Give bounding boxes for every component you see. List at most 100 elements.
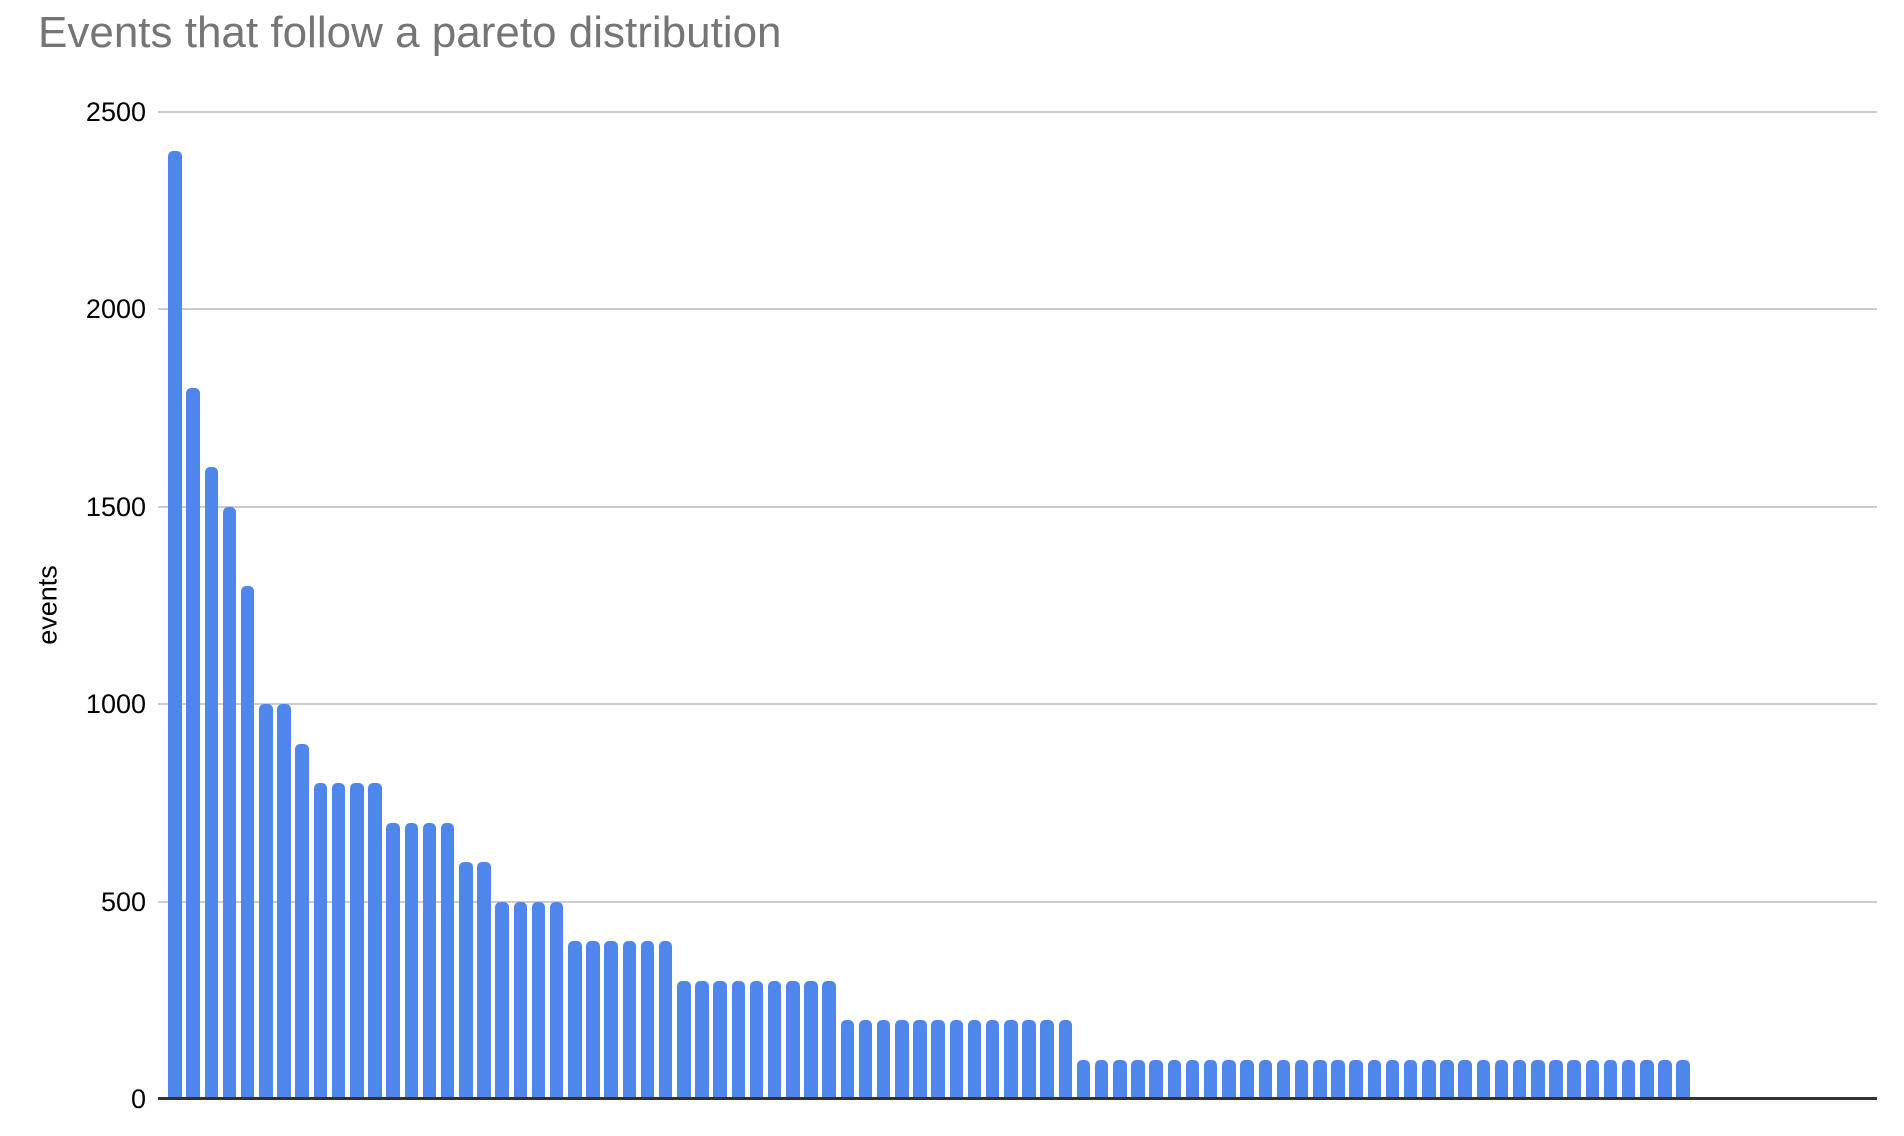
bar[interactable]: [1567, 1059, 1581, 1099]
bar[interactable]: [931, 1020, 945, 1099]
bar[interactable]: [1131, 1059, 1145, 1099]
bar[interactable]: [549, 901, 564, 1099]
bar[interactable]: [1676, 1059, 1690, 1099]
bar[interactable]: [568, 941, 582, 1099]
bar[interactable]: [1531, 1059, 1545, 1099]
bar[interactable]: [313, 783, 328, 1099]
bar[interactable]: [331, 783, 346, 1099]
bar[interactable]: [168, 151, 182, 1099]
bar[interactable]: [1076, 1059, 1091, 1099]
chart-title: Events that follow a pareto distribution: [38, 8, 782, 57]
bar[interactable]: [604, 941, 618, 1099]
bar[interactable]: [586, 941, 600, 1099]
bar[interactable]: [1603, 1059, 1618, 1099]
bar[interactable]: [277, 704, 291, 1099]
y-tick-label: 2000: [85, 294, 146, 325]
bar[interactable]: [240, 585, 255, 1099]
bar[interactable]: [477, 862, 491, 1099]
bar[interactable]: [295, 743, 309, 1099]
bar[interactable]: [513, 901, 528, 1099]
bar[interactable]: [1385, 1059, 1400, 1099]
bar[interactable]: [1422, 1059, 1436, 1099]
bar[interactable]: [404, 822, 418, 1099]
bar[interactable]: [804, 980, 818, 1099]
bar[interactable]: [422, 822, 437, 1099]
bar[interactable]: [1203, 1059, 1218, 1099]
y-tick-label: 1000: [85, 689, 146, 720]
bar[interactable]: [1022, 1020, 1036, 1099]
bar[interactable]: [695, 980, 709, 1099]
bar[interactable]: [749, 980, 764, 1099]
bar[interactable]: [1349, 1059, 1363, 1099]
gridline: [158, 308, 1877, 311]
bar[interactable]: [640, 941, 655, 1099]
bar[interactable]: [876, 1020, 891, 1099]
gridline: [158, 111, 1877, 113]
bar[interactable]: [368, 783, 382, 1099]
gridline: [158, 900, 1877, 903]
bar[interactable]: [531, 901, 546, 1099]
bar[interactable]: [622, 941, 637, 1099]
bar[interactable]: [677, 980, 691, 1099]
bar[interactable]: [1476, 1059, 1491, 1099]
bar[interactable]: [1458, 1059, 1472, 1099]
bar[interactable]: [1585, 1059, 1600, 1099]
bar[interactable]: [1240, 1059, 1254, 1099]
gridline: [158, 505, 1877, 508]
bar[interactable]: [840, 1020, 855, 1099]
bar[interactable]: [1331, 1059, 1345, 1099]
y-tick-label: 1500: [85, 491, 146, 522]
bar[interactable]: [1640, 1059, 1654, 1099]
bar[interactable]: [1403, 1059, 1418, 1099]
y-axis-title: events: [32, 565, 63, 645]
bar[interactable]: [1258, 1059, 1272, 1099]
bar[interactable]: [259, 704, 273, 1099]
bar[interactable]: [1185, 1059, 1200, 1099]
x-axis-line: [158, 1097, 1877, 1100]
bar[interactable]: [459, 862, 473, 1099]
y-tick-label: 500: [100, 886, 146, 917]
bar[interactable]: [350, 783, 364, 1099]
bar[interactable]: [1313, 1059, 1327, 1099]
bar[interactable]: [1222, 1059, 1236, 1099]
bar[interactable]: [1294, 1059, 1309, 1099]
bar[interactable]: [858, 1020, 873, 1099]
bar[interactable]: [658, 941, 673, 1099]
bar[interactable]: [1004, 1020, 1018, 1099]
bar[interactable]: [949, 1020, 964, 1099]
bar[interactable]: [1658, 1059, 1672, 1099]
bar[interactable]: [822, 980, 836, 1099]
bar[interactable]: [1440, 1059, 1454, 1099]
bar[interactable]: [786, 980, 800, 1099]
bar[interactable]: [967, 1020, 982, 1099]
bar[interactable]: [222, 506, 237, 1099]
bar[interactable]: [1621, 1059, 1636, 1099]
plot-area: [158, 111, 1877, 1100]
y-tick-label: 2500: [85, 97, 146, 127]
bar[interactable]: [386, 822, 400, 1099]
bar[interactable]: [1094, 1059, 1109, 1099]
y-tick-label: 0: [130, 1084, 146, 1114]
bar[interactable]: [1040, 1020, 1054, 1099]
bar[interactable]: [1149, 1059, 1163, 1099]
gridline: [158, 703, 1877, 706]
bar[interactable]: [1058, 1020, 1073, 1099]
bar[interactable]: [731, 980, 746, 1099]
bar[interactable]: [713, 980, 727, 1099]
bar[interactable]: [1512, 1059, 1527, 1099]
bar[interactable]: [440, 822, 455, 1099]
bar[interactable]: [895, 1020, 909, 1099]
bar[interactable]: [204, 467, 219, 1099]
bar[interactable]: [495, 901, 509, 1099]
bar[interactable]: [985, 1020, 1000, 1099]
bar[interactable]: [1549, 1059, 1563, 1099]
bar[interactable]: [767, 980, 782, 1099]
bar[interactable]: [1276, 1059, 1291, 1099]
bar[interactable]: [1367, 1059, 1382, 1099]
bar[interactable]: [1167, 1059, 1182, 1099]
bar[interactable]: [1113, 1059, 1127, 1099]
bar[interactable]: [186, 388, 200, 1099]
bar[interactable]: [913, 1020, 927, 1099]
bar[interactable]: [1494, 1059, 1509, 1099]
